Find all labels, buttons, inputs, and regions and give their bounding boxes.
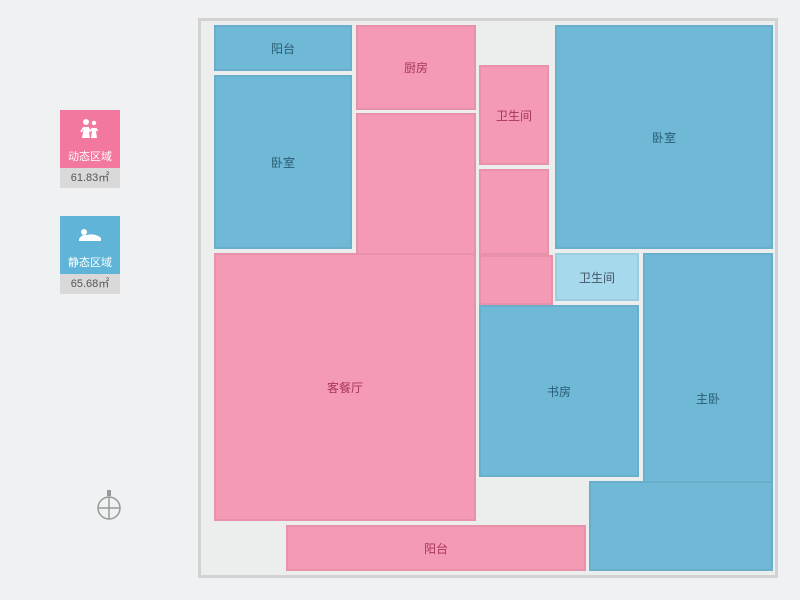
legend-static-label: 静态区域 [60, 252, 120, 274]
room-label: 卫生间 [579, 269, 615, 286]
room-kitchen: 厨房 [356, 25, 476, 110]
room-living: 客餐厅 [214, 253, 476, 521]
legend-dynamic-value: 61.83㎡ [60, 168, 120, 188]
room-bedroom-right: 卧室 [555, 25, 773, 249]
room-bedroom-left: 卧室 [214, 75, 352, 249]
room-living-upper [356, 113, 476, 255]
room-label: 客餐厅 [327, 379, 363, 396]
room-label: 厨房 [404, 59, 428, 76]
floorplan: 阳台厨房卫生间卧室卧室客餐厅卫生间书房主卧阳台 [198, 18, 778, 578]
room-label: 书房 [547, 383, 571, 400]
legend-dynamic: 动态区域 61.83㎡ [60, 110, 120, 188]
legend-static-value: 65.68㎡ [60, 274, 120, 294]
room-label: 主卧 [696, 390, 720, 407]
room-bath1: 卫生间 [479, 65, 549, 165]
room-study: 书房 [479, 305, 639, 477]
sleep-icon [60, 216, 120, 252]
room-label: 卧室 [271, 154, 295, 171]
legend-dynamic-label: 动态区域 [60, 146, 120, 168]
room-living-upper2 [479, 169, 549, 255]
compass-icon [94, 488, 124, 527]
room-label: 阳台 [271, 40, 295, 57]
room-label: 阳台 [424, 540, 448, 557]
room-label: 卧室 [652, 129, 676, 146]
room-bath2: 卫生间 [555, 253, 639, 301]
room-passage [479, 255, 553, 305]
room-label: 卫生间 [496, 107, 532, 124]
legend-panel: 动态区域 61.83㎡ 静态区域 65.68㎡ [60, 110, 130, 322]
room-balcony-top: 阳台 [214, 25, 352, 71]
people-icon [60, 110, 120, 146]
room-balcony-bot-r [589, 481, 773, 571]
legend-static: 静态区域 65.68㎡ [60, 216, 120, 294]
room-balcony-bot: 阳台 [286, 525, 586, 571]
